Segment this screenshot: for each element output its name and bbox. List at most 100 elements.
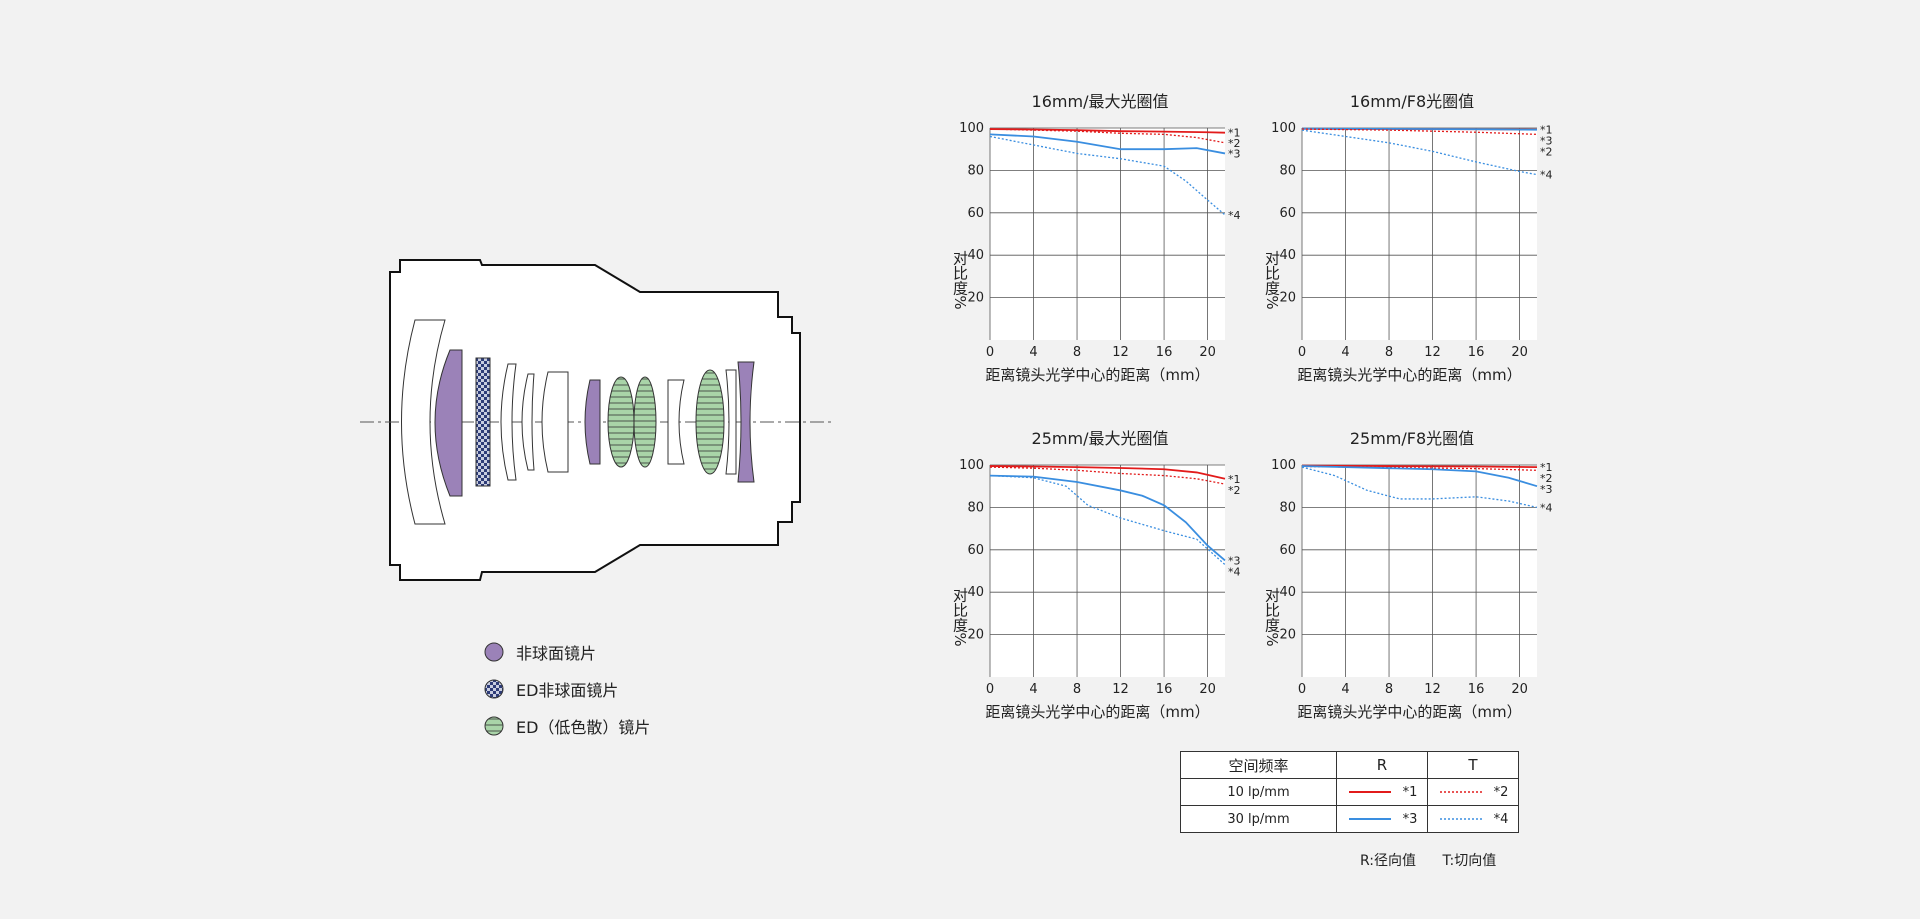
chart-plot: 0 4 8 12 16 20 20 40 60 80 100 距离镜头光学中心的距离（mm） 对比度% *… <box>1263 121 1553 384</box>
plot-area <box>990 465 1225 677</box>
legend-label: ED非球面镜片 <box>516 680 619 700</box>
line-swatch-dotted-blue <box>1439 818 1482 820</box>
series-label: *3 <box>1540 134 1553 147</box>
x-tick-label: 20 <box>1511 682 1528 697</box>
y-axis-label: 对比度% <box>1263 587 1281 646</box>
y-tick-label: 60 <box>1279 206 1296 221</box>
series-line <box>989 128 1226 134</box>
plot-area <box>1302 465 1537 677</box>
x-tick-label: 0 <box>1298 345 1306 360</box>
series-line <box>1301 128 1538 136</box>
mtf-chart-16mm-f8: 16mm/F8光圈值 0 4 8 12 16 20 20 40 60 80 100 距离镜头光学中心的… <box>1252 88 1572 398</box>
y-tick-label: 100 <box>959 458 984 473</box>
y-tick-label: 20 <box>967 628 984 643</box>
x-tick-label: 0 <box>986 345 994 360</box>
r-cell: *3 <box>1336 805 1428 833</box>
lens-legend: 非球面镜片 ED非球面镜片 ED（低色散）镜片 <box>484 633 650 744</box>
y-tick-label: 60 <box>967 543 984 558</box>
series-line <box>1301 127 1538 131</box>
freq-cell: 10 lp/mm <box>1180 778 1337 806</box>
x-axis-label: 距离镜头光学中心的距离（mm） <box>985 703 1209 721</box>
series-line <box>989 474 1226 566</box>
series-line <box>1301 465 1538 471</box>
freq-cell: 30 lp/mm <box>1180 805 1337 833</box>
table-header-r: R <box>1336 751 1428 779</box>
x-tick-label: 20 <box>1511 345 1528 360</box>
mtf-chart-16mm-max: 16mm/最大光圈值 0 4 8 12 16 20 20 40 60 80 100 距离镜头光学中心的… <box>940 88 1260 398</box>
line-swatch-solid-blue <box>1348 818 1391 820</box>
lens-element-aspherical-3 <box>737 361 755 483</box>
purple-circle-icon <box>484 642 504 661</box>
mtf-legend-table: 空间频率 R T 10 lp/mm *1 *2 30 lp/mm *3 *4 <box>1180 751 1519 833</box>
chart-plot: 0 4 8 12 16 20 20 40 60 80 100 距离镜头光学中心的距离（mm） 对比度% *… <box>951 121 1241 384</box>
series-label: *3 <box>1540 483 1553 496</box>
table-row: 10 lp/mm *1 *2 <box>1180 778 1519 806</box>
lens-element-ed-3 <box>695 369 725 475</box>
lens-element-aspherical-1 <box>434 349 463 497</box>
series-label: *1 <box>1540 123 1553 136</box>
lens-element-6 <box>725 369 737 475</box>
series-line <box>989 133 1226 155</box>
y-tick-label: 100 <box>959 121 984 136</box>
legend-aspherical: 非球面镜片 <box>484 633 650 670</box>
x-tick-label: 0 <box>986 682 994 697</box>
y-tick-label: 80 <box>967 163 984 178</box>
lens-element-5 <box>667 379 685 465</box>
series-label: *2 <box>1228 137 1241 150</box>
x-tick-label: 12 <box>1424 682 1441 697</box>
series-label: *4 <box>1493 811 1509 827</box>
series-line <box>1301 464 1538 469</box>
y-tick-label: 20 <box>967 291 984 306</box>
y-tick-label: 20 <box>1279 291 1296 306</box>
y-tick-label: 20 <box>1279 628 1296 643</box>
series-label: *4 <box>1540 169 1553 182</box>
lens-element-aspherical-2 <box>584 379 601 465</box>
x-tick-label: 4 <box>1341 682 1349 697</box>
y-tick-label: 60 <box>967 206 984 221</box>
series-line <box>1301 465 1538 488</box>
table-row: 30 lp/mm *3 *4 <box>1180 805 1519 833</box>
y-tick-label: 100 <box>1271 458 1296 473</box>
series-label: *4 <box>1228 209 1241 222</box>
lens-element-ed-aspherical <box>475 357 491 487</box>
x-tick-label: 16 <box>1468 682 1485 697</box>
x-tick-label: 0 <box>1298 682 1306 697</box>
plot-area <box>1302 128 1537 340</box>
x-tick-label: 8 <box>1385 682 1393 697</box>
line-swatch-dotted-red <box>1439 791 1482 793</box>
series-label: *2 <box>1540 145 1553 158</box>
mtf-chart-25mm-f8: 25mm/F8光圈值 0 4 8 12 16 20 20 40 60 80 100 距离镜头光学中心的… <box>1252 425 1572 735</box>
series-label: *1 <box>1540 461 1553 474</box>
y-tick-label: 80 <box>1279 163 1296 178</box>
series-line <box>989 474 1226 562</box>
lens-element-3 <box>521 373 535 471</box>
checkered-circle-icon <box>484 679 504 698</box>
x-tick-label: 16 <box>1468 345 1485 360</box>
series-label: *2 <box>1540 472 1553 485</box>
x-tick-label: 4 <box>1029 345 1037 360</box>
striped-green-circle-icon <box>484 716 504 735</box>
chart-title: 25mm/最大光圈值 <box>1031 429 1169 448</box>
table-header-freq: 空间频率 <box>1180 751 1337 779</box>
x-tick-label: 20 <box>1199 345 1216 360</box>
x-tick-label: 4 <box>1341 345 1349 360</box>
lens-element-1 <box>401 319 446 525</box>
lens-element-ed-1 <box>607 376 635 468</box>
y-tick-label: 40 <box>967 248 984 263</box>
x-axis-label: 距离镜头光学中心的距离（mm） <box>1297 703 1521 721</box>
note-tangential: T:切向值 <box>1442 853 1497 869</box>
lens-element-4 <box>541 371 569 473</box>
y-tick-label: 40 <box>967 585 984 600</box>
legend-label: ED（低色散）镜片 <box>516 717 651 737</box>
y-tick-label: 80 <box>967 500 984 515</box>
series-label: *2 <box>1228 484 1241 497</box>
series-label: *1 <box>1228 473 1241 486</box>
series-label: *3 <box>1402 811 1418 827</box>
series-line <box>1301 129 1538 176</box>
chart-title: 16mm/最大光圈值 <box>1031 92 1169 111</box>
y-tick-label: 80 <box>1279 500 1296 515</box>
lens-element-ed-2 <box>633 376 657 468</box>
series-label: *4 <box>1540 501 1553 514</box>
series-label: *3 <box>1228 147 1241 160</box>
series-label: *4 <box>1228 565 1241 578</box>
